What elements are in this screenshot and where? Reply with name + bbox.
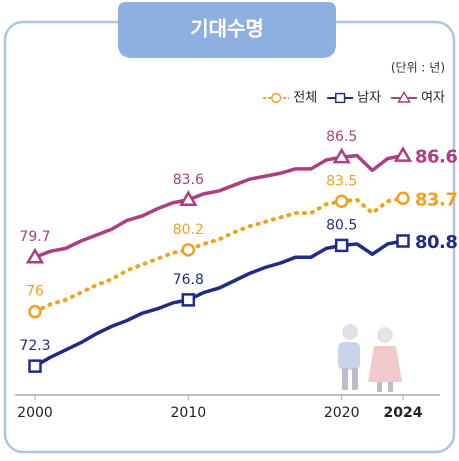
- value-label: 86.6: [415, 147, 457, 168]
- value-label: 86.5: [326, 129, 357, 145]
- x-tick-label: 2020: [324, 405, 360, 421]
- point: [336, 240, 347, 251]
- value-label: 83.7: [415, 189, 457, 210]
- legend-marker: [336, 94, 345, 103]
- frame: [5, 22, 454, 452]
- page: 기대수명 (단위 : 년) 2000 2010 2020 2024 76 80.2 83.5…: [0, 0, 459, 457]
- legend-marker: [272, 94, 281, 103]
- point: [398, 236, 409, 247]
- value-label: 76.8: [173, 272, 204, 288]
- legend-label: 남자: [357, 91, 381, 106]
- value-label: 80.2: [173, 222, 204, 238]
- legend-label: 여자: [421, 91, 445, 106]
- chart-title: 기대수명: [190, 17, 264, 41]
- x-tick-label: 2000: [17, 405, 53, 421]
- point: [183, 294, 194, 305]
- point: [30, 361, 41, 372]
- value-label: 79.7: [19, 229, 50, 245]
- legend-label: 전체: [293, 91, 317, 106]
- value-label: 76: [26, 284, 44, 300]
- x-tick-label: 2010: [171, 405, 207, 421]
- point: [183, 244, 194, 255]
- value-label: 83.6: [173, 172, 204, 188]
- point: [30, 306, 41, 317]
- value-label: 80.8: [415, 232, 457, 253]
- x-tick-label: 2024: [384, 405, 423, 421]
- value-label: 80.5: [326, 217, 357, 233]
- value-label: 83.5: [326, 173, 357, 189]
- value-label: 72.3: [19, 338, 50, 354]
- point: [398, 193, 409, 204]
- unit: (단위 : 년): [391, 61, 445, 75]
- chart: 기대수명 (단위 : 년) 2000 2010 2020 2024 76 80.2 83.5…: [0, 0, 459, 457]
- point: [336, 196, 347, 207]
